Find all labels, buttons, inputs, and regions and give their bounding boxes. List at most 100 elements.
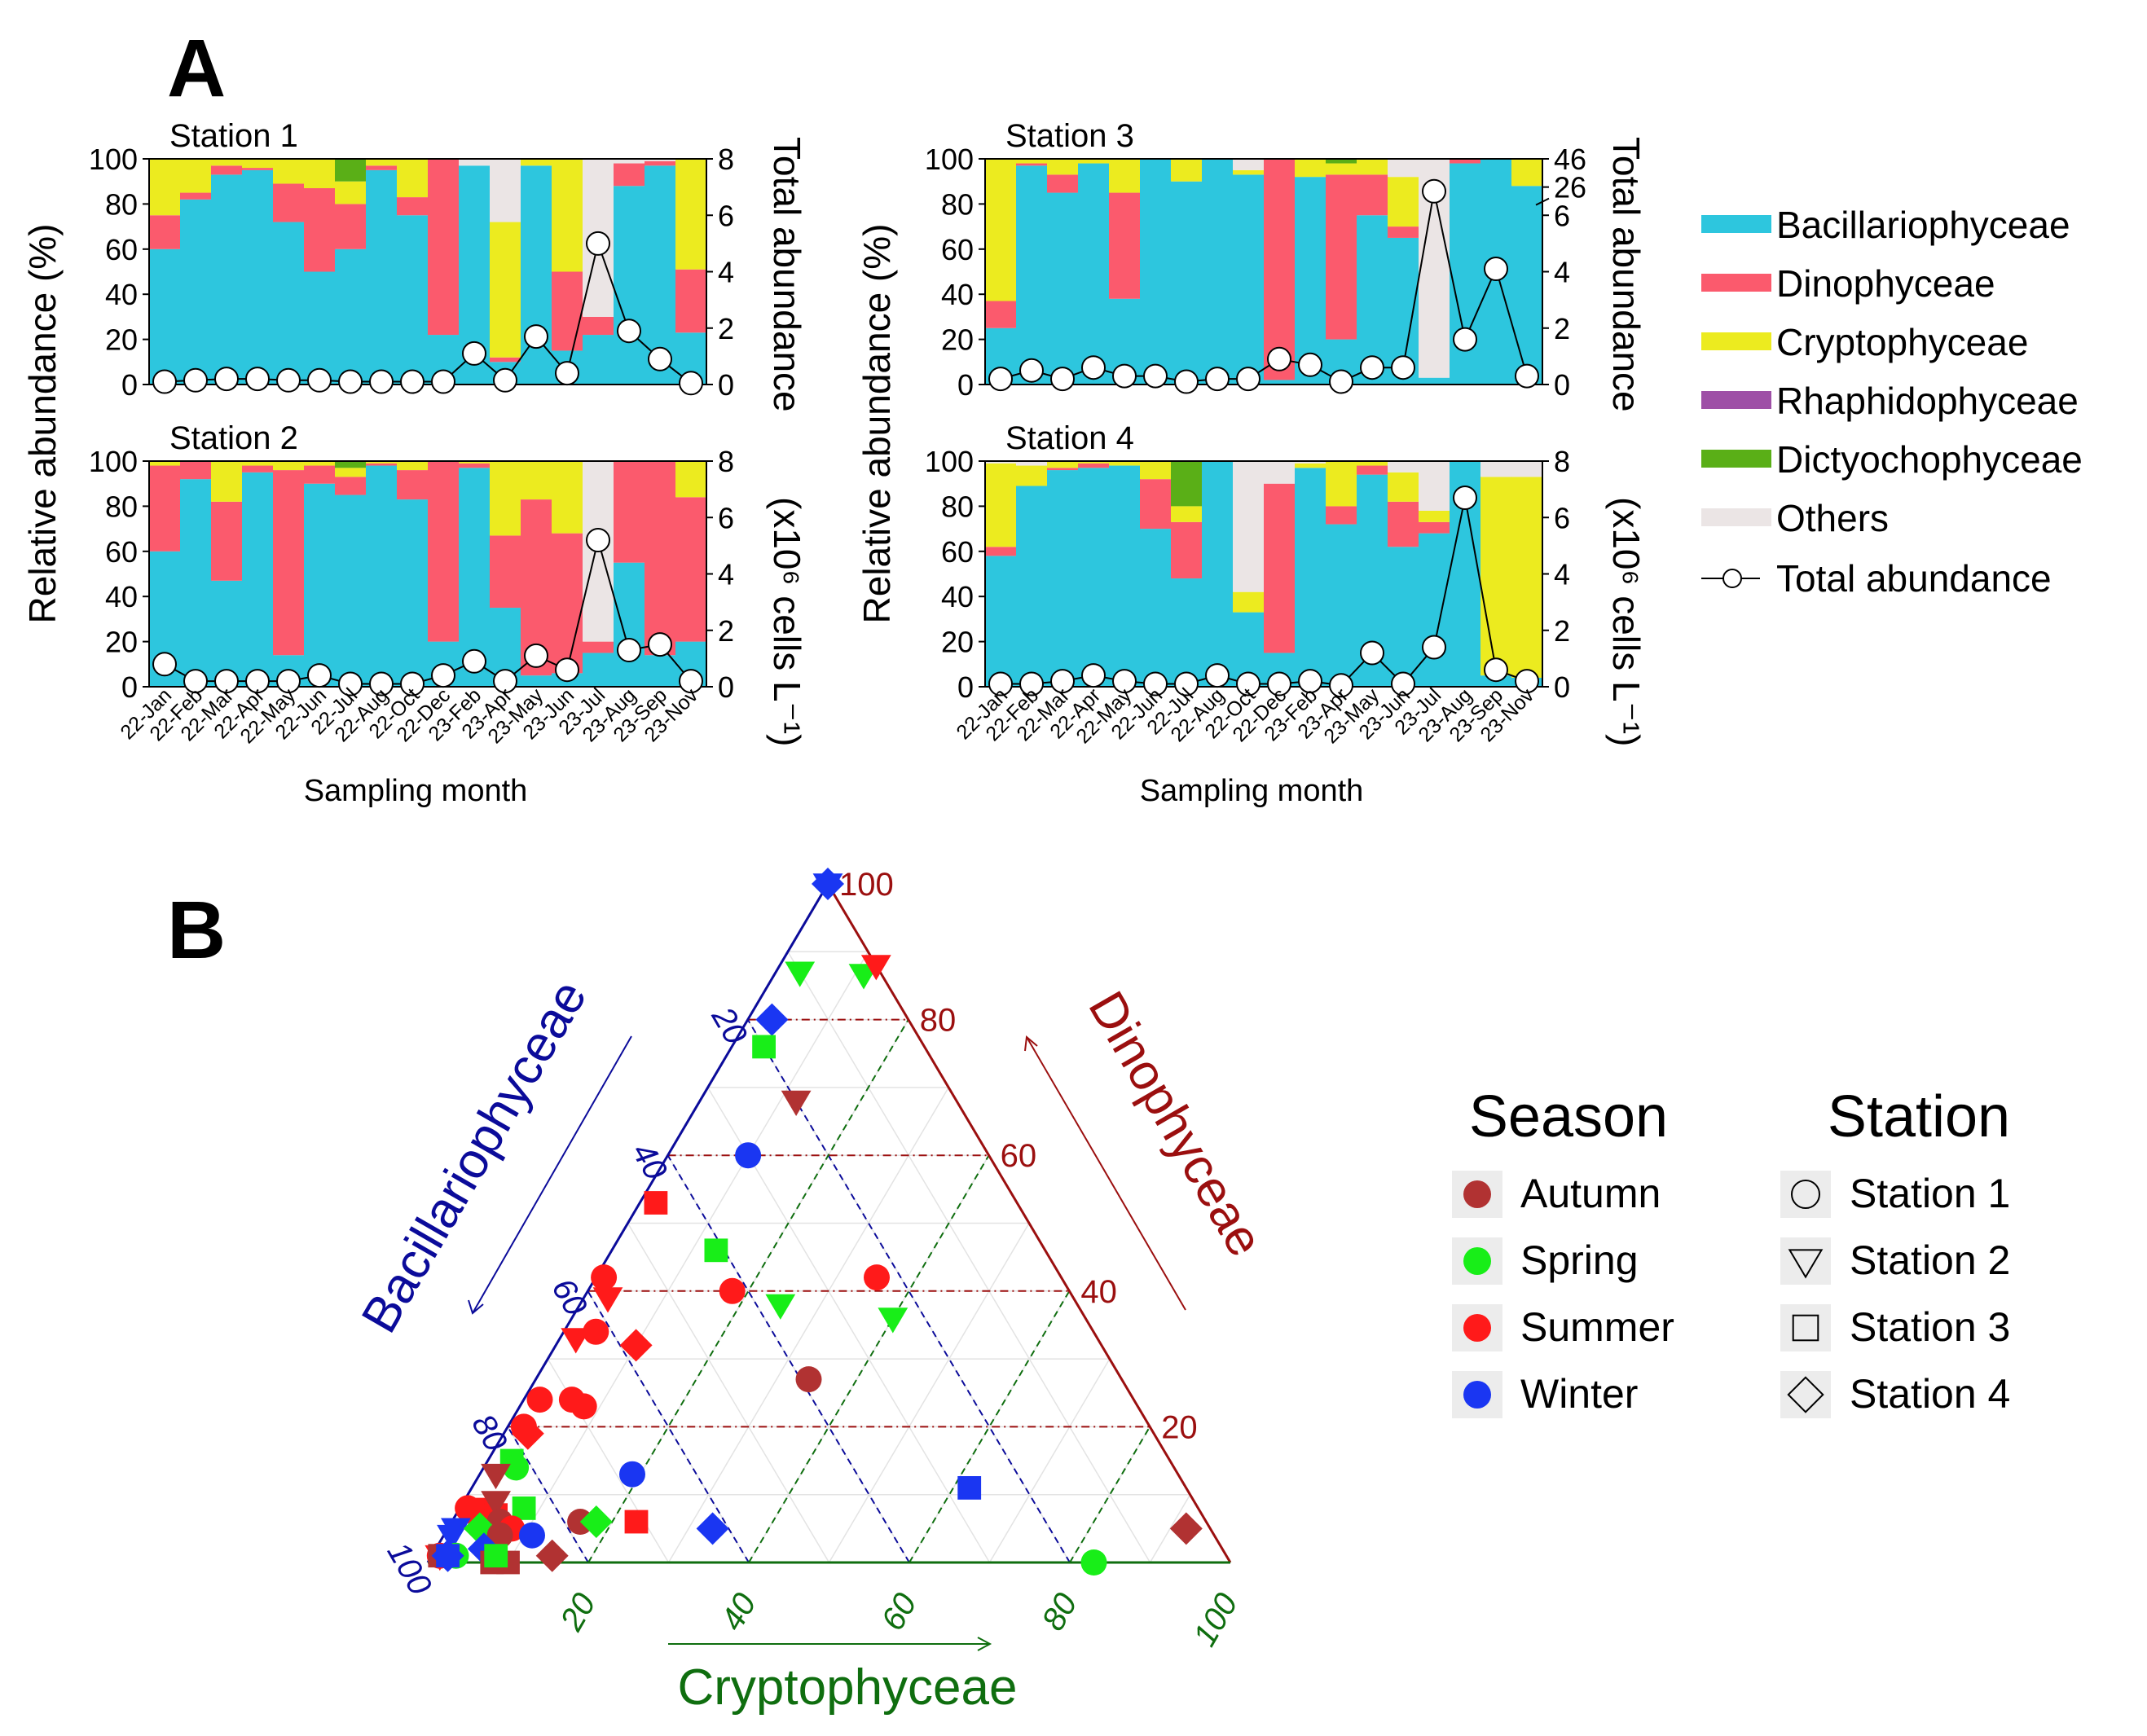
bar-segment: [645, 159, 676, 161]
y2-tick-label: 2: [1554, 312, 1570, 345]
chart-title: Station 3: [1005, 118, 1134, 154]
point-triangle: [456, 1504, 487, 1531]
point-circle: [735, 1142, 762, 1169]
bar-segment: [985, 547, 1017, 556]
y-tick-label: 80: [105, 187, 138, 221]
total-abundance-point: [1515, 363, 1539, 389]
total-abundance-point: [988, 367, 1013, 392]
total-abundance-point: [586, 231, 610, 256]
total-abundance-point: [431, 663, 455, 688]
total-abundance-point: [1019, 358, 1044, 383]
total-abundance-point: [1050, 669, 1075, 694]
bar-segment: [1326, 163, 1357, 175]
bar-segment: [397, 470, 429, 500]
total-abundance-point: [400, 369, 425, 394]
ternary-grid: [787, 951, 1151, 1563]
legend-label: Others: [1776, 497, 1889, 539]
total-abundance-point: [493, 669, 517, 694]
total-abundance-point: [307, 367, 332, 393]
bar-chart-2: Station 20204060801000246822-Jan22-Feb22…: [89, 420, 734, 808]
bar-segment: [1171, 159, 1203, 182]
bar-segment: [1140, 461, 1172, 480]
y-tick-label: 100: [925, 143, 974, 176]
bar-segment: [1016, 486, 1048, 687]
y2-axis-label: Total abundance: [766, 137, 808, 412]
y2-tick-label: 6: [1554, 501, 1570, 534]
point-triangle: [441, 1518, 471, 1544]
point-diamond: [755, 1003, 789, 1036]
y2-tick-label: 4: [718, 256, 734, 289]
total-abundance-point: [524, 324, 548, 349]
y2-tick-label: 6: [718, 501, 734, 534]
bar-segment: [1171, 578, 1203, 687]
bar-segment: [1326, 524, 1357, 687]
legend-swatch: [1701, 391, 1771, 409]
y-tick-label: 0: [121, 670, 138, 704]
bar-segment: [273, 461, 305, 471]
bar-segment: [1078, 159, 1110, 164]
bar-segment: [304, 483, 336, 687]
total-abundance-point: [1205, 663, 1230, 688]
point-circle: [1080, 1549, 1107, 1576]
bar-segment: [1109, 465, 1141, 687]
bar-segment: [397, 159, 429, 198]
bar-segment: [1419, 510, 1450, 522]
panel-b-label: B: [167, 885, 226, 976]
total-abundance-point: [1422, 178, 1446, 204]
bar-segment: [180, 199, 212, 385]
bar-segment: [1357, 174, 1388, 216]
bar-segment: [1109, 192, 1141, 299]
bar-segment: [1326, 159, 1357, 164]
total-abundance-point: [1174, 671, 1199, 697]
y-axis-label: Relative abundance (%): [856, 224, 898, 624]
total-abundance-point: [1298, 352, 1322, 377]
point-square: [644, 1191, 668, 1215]
point-circle: [570, 1393, 597, 1420]
total-abundance-point: [617, 638, 641, 662]
total-abundance-point: [1515, 669, 1539, 694]
point-diamond: [1787, 1376, 1824, 1413]
legend-swatch-bg: [1780, 1304, 1831, 1351]
legend-station-label: Station 3: [1850, 1304, 2010, 1350]
bar-segment: [1419, 461, 1450, 511]
total-abundance-point: [462, 341, 486, 366]
bar-segment: [1016, 159, 1048, 164]
point-triangle: [878, 1307, 909, 1334]
total-abundance-point: [245, 669, 270, 694]
bar-segment: [1047, 470, 1079, 687]
crypto-axis-arrowhead: [977, 1637, 992, 1651]
y2-tick-label: 2: [718, 312, 734, 345]
bac-gridline: [587, 1290, 750, 1563]
legend-label: Bacillariophyceae: [1776, 204, 2070, 246]
total-abundance-point: [276, 367, 301, 393]
bar-segment: [521, 675, 552, 687]
ternary-grid: [627, 1223, 830, 1563]
dino-tick-label: 40: [1080, 1274, 1117, 1310]
total-abundance-point: [648, 346, 672, 371]
bac-tick-label: 20: [704, 1000, 754, 1050]
legend-label: Dictyochophyceae: [1776, 438, 2083, 481]
bar-segment: [1078, 163, 1110, 385]
ternary-grid: [828, 1223, 1030, 1563]
bar-segment: [614, 186, 645, 385]
bac-tick-label: 60: [544, 1272, 593, 1322]
bar-segment: [1295, 159, 1326, 178]
bar-segment: [335, 461, 367, 468]
bar-segment: [1357, 465, 1388, 475]
bar-segment: [335, 181, 367, 204]
chart-title: Station 2: [169, 420, 298, 456]
legend-season-label: Winter: [1520, 1371, 1638, 1417]
point-circle: [864, 1264, 890, 1291]
bar-segment: [645, 655, 676, 687]
y-tick-label: 0: [957, 670, 974, 704]
point-triangle: [561, 1328, 592, 1354]
total-abundance-point: [617, 319, 641, 344]
total-abundance-point: [369, 369, 394, 394]
ternary-grid: [988, 1358, 1111, 1563]
panel-b-ternary-plot: 202020404040606060808080100100100Bacilla…: [351, 867, 1274, 1716]
bar-segment: [1419, 521, 1450, 534]
point-circle: [519, 1522, 545, 1549]
legend-season-label: Summer: [1520, 1304, 1674, 1350]
bar-segment: [335, 159, 367, 182]
